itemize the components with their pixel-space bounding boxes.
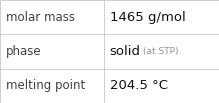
Text: (at STP): (at STP) [143, 47, 178, 56]
Text: molar mass: molar mass [6, 11, 75, 24]
Text: solid: solid [110, 45, 141, 58]
Text: 204.5 °C: 204.5 °C [110, 79, 168, 92]
Text: phase: phase [6, 45, 42, 58]
Text: melting point: melting point [6, 79, 85, 92]
Text: 1465 g/mol: 1465 g/mol [110, 11, 185, 24]
